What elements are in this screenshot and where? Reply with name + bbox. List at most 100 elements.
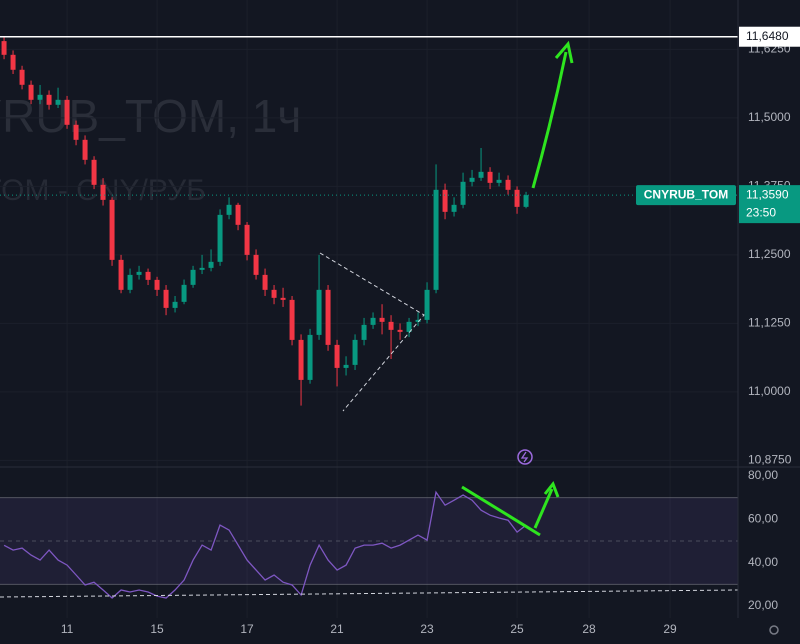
candle-body — [136, 271, 142, 275]
candle-body — [334, 344, 340, 368]
candle-body — [262, 274, 268, 290]
marks — [0, 35, 738, 599]
event-icon-bolt — [520, 451, 529, 463]
last-price-label: 11,3590 — [746, 187, 789, 201]
candle-body — [154, 279, 160, 290]
candle-body — [46, 94, 52, 105]
rsi-arrow-head — [543, 481, 560, 498]
candle-body — [235, 204, 241, 225]
x-tick-label: 11 — [61, 622, 74, 636]
candle-body — [109, 199, 115, 260]
forecast-arrow-head — [554, 40, 574, 64]
hline-label: 11,6480 — [746, 29, 789, 43]
candle-body — [118, 259, 124, 290]
candle-body — [91, 159, 97, 185]
candle-body — [172, 301, 178, 308]
forecast-arrow — [531, 51, 568, 189]
annotations — [0, 40, 739, 598]
x-tick-label: 25 — [510, 622, 524, 636]
rsi-divergence-line — [461, 485, 541, 537]
candle-body — [100, 184, 106, 200]
candle-body — [244, 224, 250, 255]
y-tick-label: 11,5000 — [748, 110, 791, 124]
triangle-pattern — [319, 252, 425, 412]
candle-body — [253, 254, 259, 275]
event-icon[interactable] — [517, 449, 533, 465]
candle-body — [442, 189, 448, 212]
candle-body — [1, 41, 7, 55]
candle-body — [352, 339, 358, 365]
last-price-box — [739, 185, 800, 224]
candle-body — [145, 271, 151, 280]
rsi-tick-label: 40,00 — [748, 555, 778, 569]
candle-body — [298, 339, 304, 380]
candle-body — [181, 284, 187, 302]
candle-body — [478, 171, 484, 178]
labels: 11 15 17 21 23 25 28 29 10,8750 11,0000 11,1250 11,… — [61, 26, 800, 636]
candle-body — [406, 321, 412, 332]
candle-body — [208, 261, 214, 268]
x-tick-label: 23 — [420, 622, 434, 636]
candle-body — [55, 99, 61, 105]
candle-body — [451, 204, 457, 212]
candle-body — [217, 214, 223, 262]
hline-label-box — [739, 26, 800, 47]
candle-body — [163, 289, 169, 308]
candle-body — [487, 171, 493, 183]
rsi-tick-label: 80,00 — [748, 468, 778, 482]
rsi-tick-label: 20,00 — [748, 598, 778, 612]
candle-body — [307, 334, 313, 380]
candle-body — [388, 321, 394, 330]
candle-body — [199, 267, 205, 270]
y-tick-label: 10,8750 — [748, 453, 792, 467]
rsi-tick-label: 60,00 — [748, 511, 778, 525]
symbol-tag: CNYRUB_TOM — [644, 187, 728, 201]
candle-body — [505, 179, 511, 190]
candle-body — [523, 195, 529, 207]
candle-body — [514, 189, 520, 207]
candle-body — [37, 94, 43, 100]
candle-body — [10, 54, 16, 70]
grid — [0, 0, 738, 618]
candle-body — [316, 289, 322, 335]
candle-body — [424, 289, 430, 320]
rsi-arrow — [533, 488, 554, 529]
candle-body — [361, 324, 367, 340]
x-tick-label: 17 — [240, 622, 254, 636]
candle-body — [73, 124, 79, 140]
rsi-line — [3, 490, 527, 599]
candle-body — [370, 317, 376, 325]
symbol-tag-box — [636, 185, 736, 206]
candle-body — [289, 299, 295, 340]
candle-body — [28, 84, 34, 100]
countdown-label: 23:50 — [746, 205, 776, 219]
candle-body — [415, 319, 421, 322]
y-tick-label: 11,0000 — [748, 384, 791, 398]
x-tick-label: 21 — [330, 622, 344, 636]
candle-body — [64, 99, 70, 125]
candle-body — [127, 274, 133, 290]
candle-body — [19, 69, 25, 85]
candle-body — [460, 181, 466, 205]
candle-body — [469, 177, 475, 182]
watermark-title: CNYRUB_TOM, 1ч — [0, 90, 301, 142]
candle-body — [379, 317, 385, 322]
candle-body — [343, 364, 349, 368]
candle-body — [325, 289, 331, 345]
candle-body — [271, 289, 277, 298]
x-tick-label: 28 — [582, 622, 596, 636]
y-tick-label: 11,1250 — [748, 316, 791, 330]
candle-body — [226, 204, 232, 215]
candle-body — [397, 329, 403, 332]
candle-body — [82, 139, 88, 160]
settings-icon[interactable] — [769, 625, 779, 635]
candle-body — [433, 189, 439, 290]
x-tick-label: 15 — [150, 622, 164, 636]
candle-body — [190, 269, 196, 285]
candle-body — [280, 297, 286, 300]
y-tick-label: 11,2500 — [748, 247, 791, 261]
candle-body — [496, 179, 502, 183]
